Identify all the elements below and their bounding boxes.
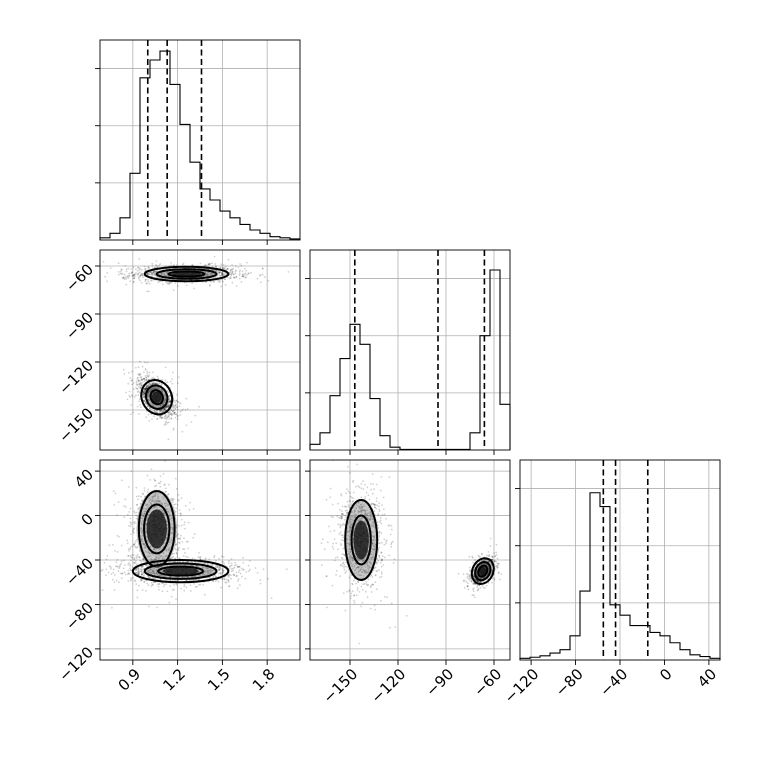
ytick-label-p3-4: 40 bbox=[71, 465, 97, 491]
xtick-label-p3-0: −120 bbox=[501, 665, 543, 707]
scatter-p2-p3-contour-1-0 bbox=[470, 557, 495, 585]
scatter-p1-p2-frame bbox=[99, 249, 301, 451]
scatter-p1-p3-contour-1-2 bbox=[157, 565, 204, 577]
scatter-p1-p2-contour-0-2 bbox=[167, 270, 206, 278]
scatter-p2-p3-frame bbox=[309, 459, 511, 661]
scatter-p1-p2-points bbox=[100, 255, 290, 441]
xtick-label-p3-1: −80 bbox=[552, 665, 587, 700]
hist-p1-steps bbox=[99, 50, 301, 240]
ytick-label-p3-2: −40 bbox=[62, 554, 97, 589]
xtick-label-p1-3: 1.8 bbox=[249, 665, 279, 695]
ytick-label-p3-0: −120 bbox=[55, 643, 97, 685]
xtick-label-p2-0: −150 bbox=[319, 665, 361, 707]
scatter-p1-p3-contour-1-1 bbox=[143, 562, 218, 580]
scatter-p1-p2-contour-1-0 bbox=[140, 379, 174, 416]
ytick-label-p2-2: −90 bbox=[62, 308, 97, 343]
ytick-label-p2-0: −150 bbox=[55, 404, 97, 446]
scatter-p1-p2-contour-0-0 bbox=[143, 265, 230, 283]
hist-p3-frame bbox=[519, 459, 721, 661]
scatter-p1-p3-contour-0-0 bbox=[137, 490, 176, 568]
scatter-p1-p2-contour-1-2 bbox=[149, 389, 164, 406]
ytick-label-p2-3: −60 bbox=[62, 260, 97, 295]
scatter-p2-p3-contour-0-1 bbox=[350, 514, 372, 566]
scatter-p2-p3-density-core-0 bbox=[345, 500, 377, 580]
scatter-p2-p3-contour-0-0 bbox=[344, 499, 379, 581]
xtick-label-p2-2: −90 bbox=[422, 665, 457, 700]
scatter-p1-p3-frame bbox=[99, 459, 301, 661]
scatter-p2-p3-contour-1-1 bbox=[474, 561, 492, 582]
xtick-label-p3-3: 0 bbox=[656, 665, 675, 684]
scatter-p1-p3-points bbox=[100, 460, 288, 609]
scatter-p1-p3-contour-0-1 bbox=[143, 503, 171, 555]
xtick-label-p1-1: 1.2 bbox=[159, 665, 189, 695]
scatter-p2-p3-points bbox=[320, 460, 503, 645]
hist-p1-frame bbox=[99, 39, 301, 241]
ytick-label-p3-3: 0 bbox=[78, 510, 97, 529]
hist-p2-steps bbox=[309, 269, 511, 450]
scatter-p1-p3-contour-1-0 bbox=[131, 559, 230, 584]
scatter-p2-p3-contour-1-2 bbox=[477, 564, 489, 578]
hist-p2-frame bbox=[309, 249, 511, 451]
scatter-p1-p2-contour-0-1 bbox=[155, 268, 218, 280]
xtick-label-p3-4: 40 bbox=[694, 665, 720, 691]
xtick-label-p3-2: −40 bbox=[596, 665, 631, 700]
hist-p3-steps bbox=[519, 492, 721, 660]
ytick-label-p2-1: −120 bbox=[55, 356, 97, 398]
xtick-label-p1-2: 1.5 bbox=[204, 665, 234, 695]
scatter-p1-p2-contour-1-1 bbox=[144, 384, 169, 410]
xtick-label-p1-0: 0.9 bbox=[115, 665, 145, 695]
ytick-label-p3-1: −80 bbox=[62, 599, 97, 634]
xtick-label-p2-1: −120 bbox=[367, 665, 409, 707]
scatter-p1-p3-density-core-0 bbox=[136, 489, 178, 568]
